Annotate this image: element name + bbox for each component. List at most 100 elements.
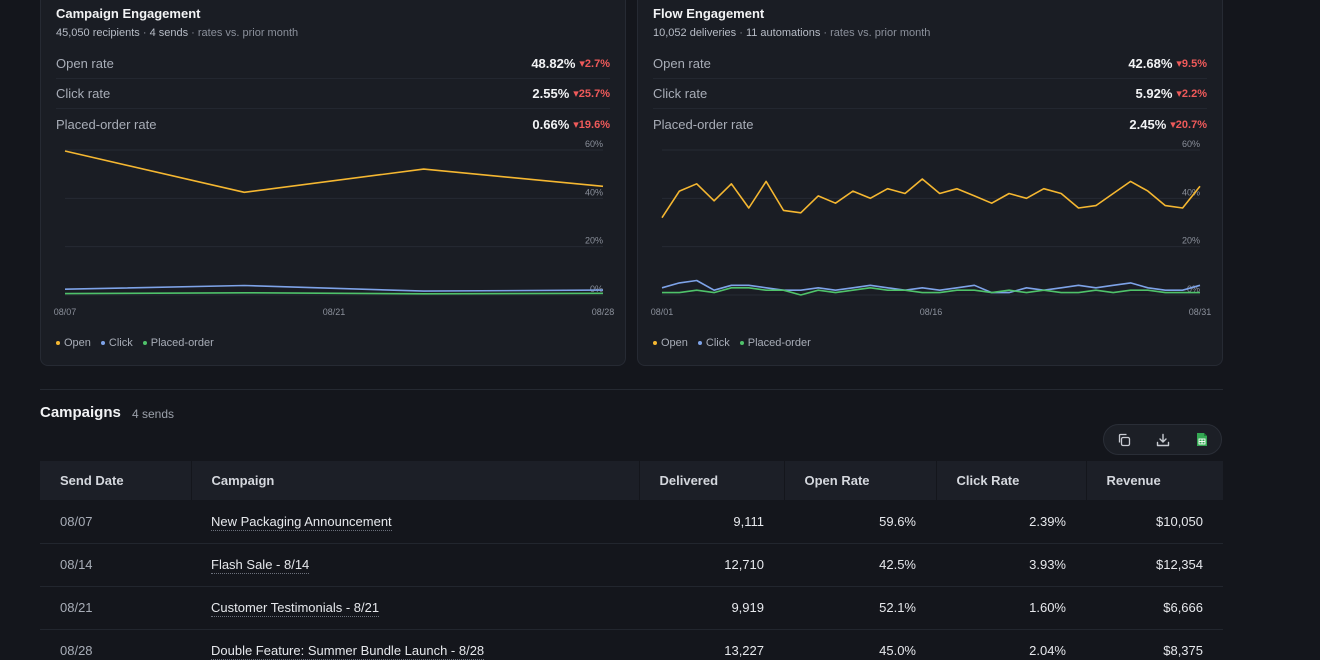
metric-value: 2.55% [532,86,570,101]
metric-row-placed-order: Placed-order rate 0.66% ▾19.6% [56,109,610,139]
metric-label: Click rate [653,86,708,101]
legend-placed-order: Placed-order [142,337,214,349]
y-tick-label: 60% [1182,139,1200,149]
metric-value: 0.66% [532,116,570,132]
flow-engagement-chart: 60% 40% 20% 0% 08/01 08/16 08/31 [651,139,1212,317]
campaigns-count: 4 sends [132,407,175,421]
metric-row-open: Open rate 48.82% ▾2.7% [56,49,610,79]
x-tick-label: 08/31 [1189,307,1212,317]
campaign-link[interactable]: Customer Testimonials - 8/21 [211,600,380,617]
legend-open: Open [56,337,91,349]
table-row: 08/28 Double Feature: Summer Bundle Laun… [40,629,1223,660]
click-rate-cell: 3.93% [1029,557,1066,572]
legend-placed-order: Placed-order [739,337,811,349]
series-line-placed [64,292,604,295]
series-line-open [661,178,1201,219]
campaigns-title: Campaigns [40,404,121,421]
metric-delta: ▾9.5% [1176,58,1207,70]
send-date-cell: 08/14 [60,557,93,572]
campaign-engagement-chart: 60% 40% 20% 0% 08/07 08/21 08/28 [54,139,615,317]
delivered-cell: 9,919 [731,600,764,615]
x-tick-label: 08/07 [54,307,77,317]
campaigns-table: Send Date Campaign Delivered Open Rate C… [40,461,1223,660]
campaign-link[interactable]: New Packaging Announcement [211,513,392,531]
download-button[interactable] [1149,428,1177,452]
metric-delta: ▾19.6% [573,118,610,131]
send-date-cell: 08/28 [60,643,93,658]
sends-count: 4 sends [149,27,189,39]
legend-placed-order-dot [739,341,744,345]
download-icon [1156,433,1169,446]
x-tick-label: 08/21 [323,307,346,317]
card-title: Campaign Engagement [56,6,201,21]
metric-value: 42.68% [1128,56,1173,71]
metric-label: Open rate [56,56,114,71]
open-rate-cell: 42.5% [879,557,916,572]
metric-row-click: Click rate 2.55% ▾25.7% [56,79,610,109]
campaign-engagement-card: Campaign Engagement 45,050 recipients · … [40,0,626,366]
flow-engagement-card: Flow Engagement 10,052 deliveries · 11 a… [637,0,1223,366]
legend-click-dot [697,341,702,345]
legend-click: Click [100,337,133,349]
series-line-click [661,279,1201,294]
y-tick-label: 0% [1187,284,1200,294]
metric-label: Open rate [653,56,711,71]
section-divider [40,389,1223,390]
campaign-cell: Flash Sale - 8/14 [191,543,639,586]
column-header-delivered[interactable]: Delivered [639,461,785,500]
series-line-open [64,150,604,194]
legend-click-label: Click [705,337,730,349]
x-tick-label: 08/16 [920,307,943,317]
click-rate-cell: 1.60% [1029,600,1066,615]
column-header-campaign[interactable]: Campaign [191,461,640,500]
campaign-link[interactable]: Double Feature: Summer Bundle Launch - 8… [211,643,485,660]
recipients-count: 45,050 recipients [56,27,140,39]
table-header-row: Send Date Campaign Delivered Open Rate C… [40,461,1223,500]
chart-legend: Open Click Placed-order [56,337,214,349]
column-header-open-rate[interactable]: Open Rate [784,461,937,500]
open-rate-cell: 59.6% [879,513,916,529]
legend-placed-order-label: Placed-order [150,337,214,349]
table-toolbar [1103,424,1222,455]
metric-label: Placed-order rate [653,116,754,132]
send-date-cell: 08/07 [60,513,93,529]
y-tick-label: 40% [1182,187,1200,197]
deliveries-count: 10,052 deliveries [653,27,737,39]
legend-placed-order-dot [142,341,147,345]
legend-click-dot [100,341,105,345]
metric-delta: ▾25.7% [573,88,610,100]
x-tick-label: 08/01 [651,307,674,317]
column-header-revenue[interactable]: Revenue [1106,473,1161,488]
delivered-cell: 9,111 [733,513,764,529]
click-rate-cell: 2.39% [1029,513,1066,529]
comparison-note: rates vs. prior month [197,27,299,39]
copy-button[interactable] [1110,428,1138,452]
campaign-link[interactable]: Flash Sale - 8/14 [211,557,310,574]
automations-count: 11 automations [745,27,821,39]
metric-value: 5.92% [1135,86,1173,101]
series-line-click [64,284,604,292]
comparison-note: rates vs. prior month [830,27,931,39]
metric-label: Click rate [56,86,111,101]
export-sheets-button[interactable] [1188,428,1216,452]
revenue-cell: $12,354 [1156,557,1203,572]
column-header-send-date[interactable]: Send Date [40,461,192,500]
legend-open-dot [653,341,657,345]
click-rate-cell: 2.04% [1029,643,1066,658]
legend-open-label: Open [64,337,91,349]
metric-value: 2.45% [1129,116,1167,132]
campaign-cell: Customer Testimonials - 8/21 [191,586,639,629]
metric-delta: ▾20.7% [1170,118,1207,131]
delivered-cell: 12,710 [724,557,764,572]
metric-delta: ▾2.2% [1176,88,1207,100]
y-tick-label: 60% [585,139,603,149]
copy-icon [1118,433,1130,446]
legend-click: Click [697,337,730,349]
revenue-cell: $8,375 [1163,643,1203,658]
column-header-click-rate[interactable]: Click Rate [936,461,1087,500]
card-title: Flow Engagement [653,6,765,21]
metric-value: 48.82% [531,56,576,71]
legend-click-label: Click [108,337,133,349]
x-tick-label: 08/28 [592,307,615,317]
legend-placed-order-label: Placed-order [747,337,811,349]
